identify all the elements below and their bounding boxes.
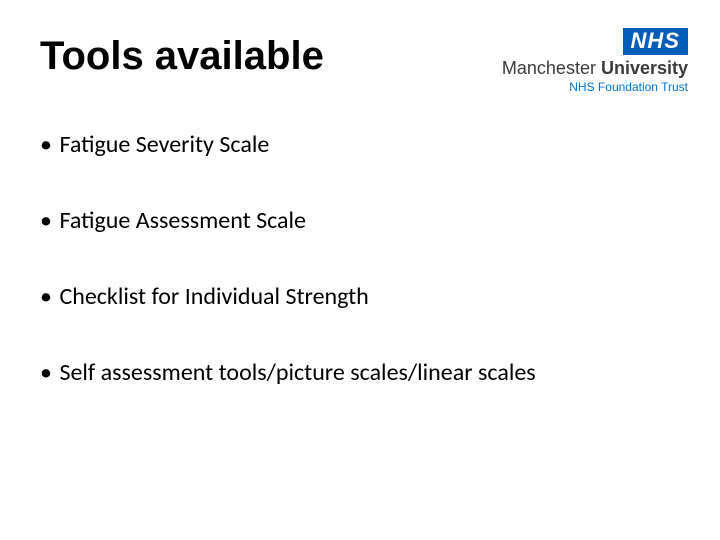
list-item-label: Checklist for Individual Strength [59,282,368,311]
slide: Tools available NHS Manchester Universit… [0,0,720,540]
bullet-icon: • [40,358,54,388]
org-logo: NHS Manchester University NHS Foundation… [502,28,688,94]
trust-name: Manchester University [502,59,688,79]
list-item: • Checklist for Individual Strength [40,282,680,312]
bullet-icon: • [40,206,54,236]
bullet-icon: • [40,282,54,312]
list-item-label: Fatigue Severity Scale [59,130,269,159]
bullet-icon: • [40,130,54,160]
list-item-label: Self assessment tools/picture scales/lin… [59,358,535,387]
list-item: • Fatigue Severity Scale [40,130,680,160]
trust-name-plain: Manchester [502,58,601,78]
list-item: • Fatigue Assessment Scale [40,206,680,236]
trust-subtitle: NHS Foundation Trust [502,80,688,94]
page-title: Tools available [40,34,324,78]
trust-name-bold: University [601,58,688,78]
list-item-label: Fatigue Assessment Scale [59,206,306,235]
nhs-badge: NHS [623,28,688,55]
list-item: • Self assessment tools/picture scales/l… [40,358,680,388]
bullet-list: • Fatigue Severity Scale • Fatigue Asses… [40,130,680,434]
